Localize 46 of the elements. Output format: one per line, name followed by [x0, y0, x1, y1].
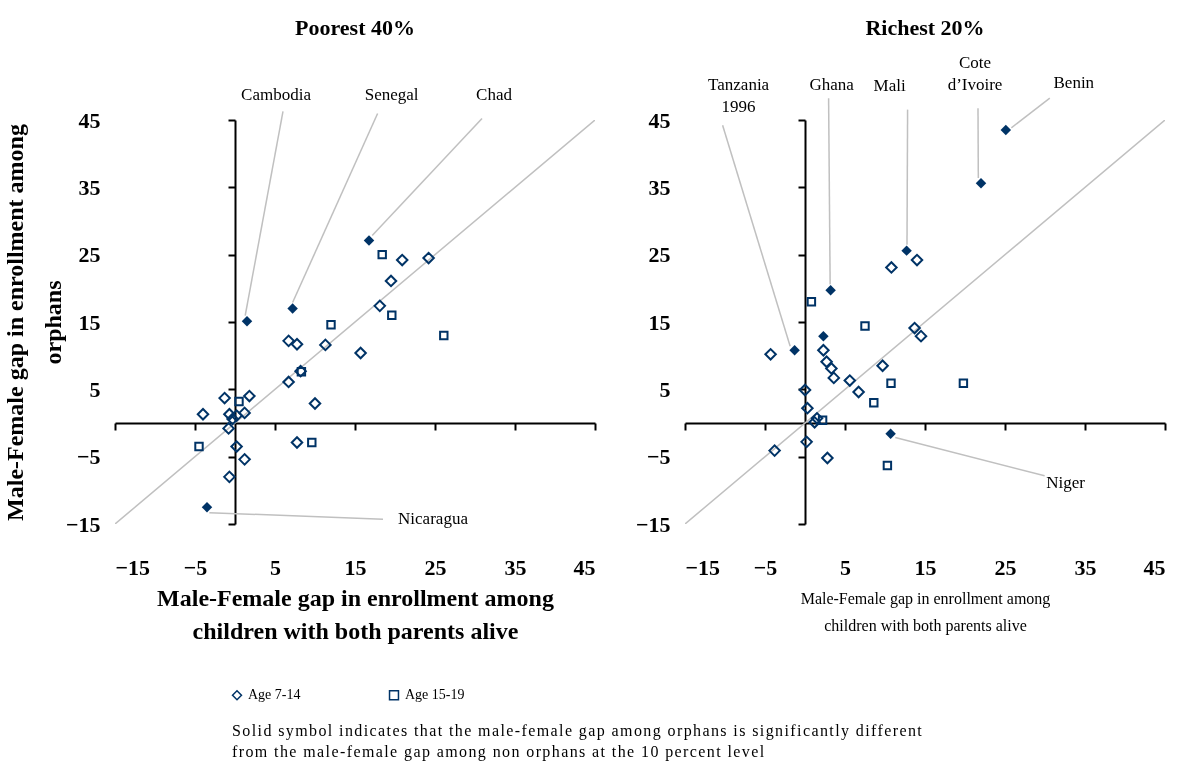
- x-tick-label: 25: [994, 554, 1017, 580]
- x-tick-label: −15: [685, 554, 721, 580]
- x-tick-label: −5: [753, 554, 778, 580]
- y-tick-label: 35: [78, 174, 101, 200]
- y-tick-label: 35: [648, 174, 671, 200]
- y-tick-label: 5: [89, 376, 101, 402]
- y-tick-label: 15: [648, 309, 671, 335]
- x-tick-label: 45: [1143, 554, 1166, 580]
- legend-label: Age 7-14: [248, 687, 301, 703]
- annotation: Ghana: [809, 75, 855, 95]
- x-axis-title: Male-Female gap in enrollment among children with both parents alive: [157, 584, 554, 644]
- y-tick-label: 15: [78, 309, 101, 335]
- y-tick-label: −15: [65, 511, 101, 537]
- x-tick-label: 35: [504, 554, 527, 580]
- annotation: Senegal: [364, 84, 419, 104]
- annotation: Tanzania 1996: [708, 75, 770, 117]
- legend-label: Age 15-19: [405, 687, 465, 703]
- annotation: Cambodia: [241, 85, 312, 105]
- y-tick-label: 5: [659, 376, 671, 402]
- annotation: Benin: [1053, 73, 1095, 93]
- annotation: Mali: [873, 75, 906, 95]
- x-tick-label: −5: [183, 554, 208, 580]
- x-tick-label: 25: [424, 554, 447, 580]
- annotation: Niger: [1046, 472, 1086, 492]
- y-axis-title: Male-Female gap in enrollment among orphans: [1, 124, 66, 521]
- x-tick-label: −15: [115, 554, 151, 580]
- chart-title: Poorest 40%: [295, 15, 415, 40]
- y-tick-label: −5: [646, 444, 671, 470]
- x-axis-title: Male-Female gap in enrollment among children with both parents alive: [800, 589, 1051, 635]
- annotation: Chad: [476, 84, 513, 104]
- text: Solid symbol indicates that the male-female gap among orphans is significantly different from the male-female gap among non orphans at the 10 percent level: [232, 721, 925, 762]
- x-tick-label: 35: [1074, 554, 1097, 580]
- y-tick-label: 45: [78, 107, 101, 133]
- chart-title: Richest 20%: [865, 15, 985, 40]
- y-tick-label: 45: [648, 107, 671, 133]
- y-tick-label: 25: [648, 242, 671, 268]
- x-tick-label: 5: [840, 554, 851, 580]
- annotation: Nicaragua: [398, 509, 469, 529]
- y-tick-label: 25: [78, 242, 101, 268]
- x-tick-label: 15: [344, 554, 367, 580]
- y-tick-label: −15: [635, 511, 671, 537]
- x-tick-label: 5: [270, 554, 281, 580]
- annotation: Cote d’Ivoire: [947, 53, 1003, 95]
- y-tick-label: −5: [76, 444, 101, 470]
- x-tick-label: 45: [573, 554, 596, 580]
- x-tick-label: 15: [914, 554, 937, 580]
